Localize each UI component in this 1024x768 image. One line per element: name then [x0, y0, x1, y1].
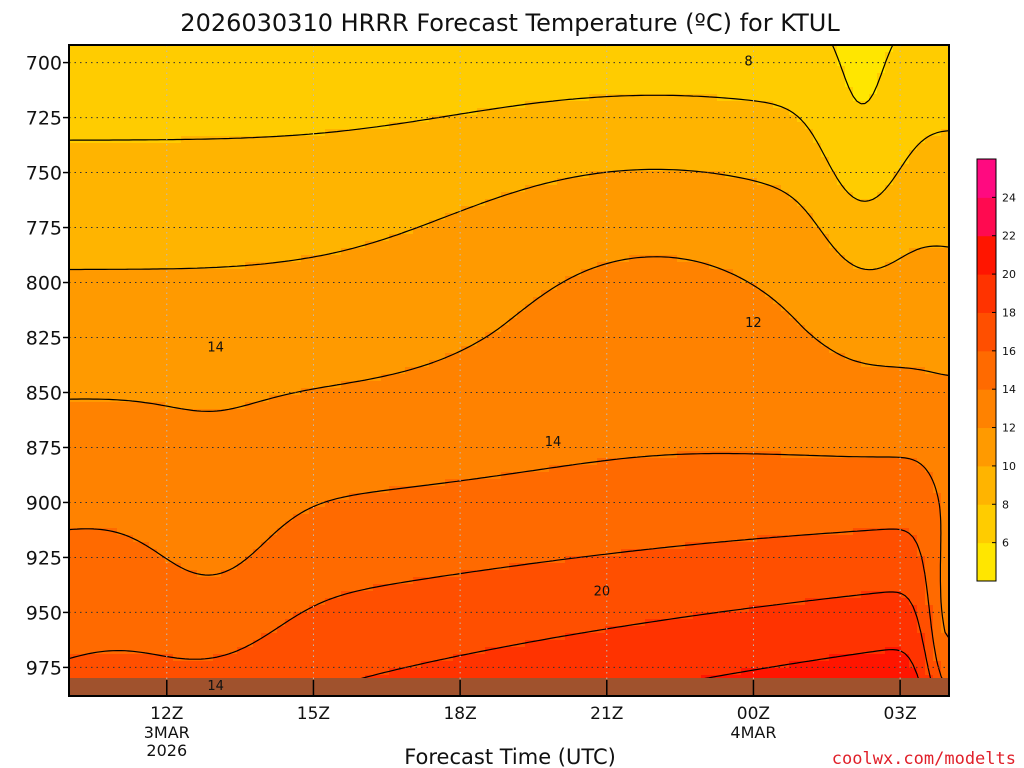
contour-label: 14	[207, 679, 224, 694]
x-tick-label: 12Z	[150, 704, 183, 724]
x-tick-year: 2026	[146, 741, 187, 760]
colorbar-label: 20	[1002, 268, 1016, 281]
colorbar-label: 6	[1002, 537, 1009, 550]
colorbar-swatch	[977, 197, 996, 237]
contour-line-12	[69, 256, 949, 412]
colorbar-swatch	[977, 159, 996, 198]
contour-label: 14	[207, 340, 224, 355]
y-tick-label: 950	[26, 602, 62, 624]
colorbar-swatch	[977, 465, 996, 505]
y-tick-label: 800	[26, 273, 62, 295]
x-tick-date: 4MAR	[730, 723, 776, 742]
colorbar-swatch	[977, 427, 996, 467]
x-tick-label: 03Z	[883, 704, 916, 724]
y-tick-label: 925	[26, 547, 62, 569]
contour-label: 12	[745, 316, 762, 331]
contour-line-18	[353, 591, 932, 680]
y-tick-label: 825	[26, 328, 62, 350]
colorbar-label: 24	[1002, 191, 1016, 204]
colorbar-label: 12	[1002, 422, 1016, 435]
temperature-fill	[69, 45, 949, 680]
colorbar-label: 18	[1002, 306, 1016, 319]
credit-text: coolwx.com/modelts	[832, 749, 1016, 768]
colorbar-swatch	[977, 274, 996, 313]
colorbar-label: 8	[1002, 498, 1009, 511]
plot-frame	[68, 44, 950, 697]
x-tick-date: 3MAR	[144, 723, 190, 742]
contour-label: 20	[594, 584, 611, 599]
colorbar-swatch	[977, 542, 996, 582]
colorbar-label: 22	[1002, 230, 1016, 243]
colorbar-swatch	[977, 504, 996, 544]
colorbar-swatch	[977, 389, 996, 429]
y-tick-label: 900	[26, 492, 62, 514]
contour-line-10	[69, 168, 949, 271]
y-tick-label: 725	[26, 108, 62, 130]
colorbar-frame	[976, 158, 997, 582]
plot-area: 8 12 14 14 14 20	[68, 44, 950, 697]
contour-label: 8	[744, 54, 752, 69]
y-tick-label: 850	[26, 382, 62, 404]
x-tick-label: 18Z	[443, 704, 476, 724]
x-tick-label: 00Z	[737, 704, 770, 724]
y-tick-label: 775	[26, 218, 62, 240]
contour-line-8	[69, 94, 949, 202]
colorbar-swatch	[977, 312, 996, 352]
colorbar-label: 10	[1002, 460, 1016, 473]
chart-title: 2026030310 HRRR Forecast Temperature (ºC…	[180, 9, 840, 37]
x-tick-label: 21Z	[590, 704, 623, 724]
contour-label: 14	[545, 435, 562, 450]
y-tick-label: 750	[26, 163, 62, 185]
colorbar-label: 14	[1002, 383, 1016, 396]
colorbar: 6 8 10 12 14 16 18 20 22 24	[976, 158, 1016, 582]
colorbar-swatch	[977, 235, 996, 275]
ground-surface	[69, 678, 949, 696]
x-axis-label: Forecast Time (UTC)	[404, 745, 616, 768]
colorbar-swatch	[977, 350, 996, 390]
contour-line-16	[69, 528, 944, 680]
y-tick-label: 975	[26, 657, 62, 679]
colorbar-label: 16	[1002, 345, 1016, 358]
y-axis: 700 725 750 775 800 825 850 875 900 925 950 975	[26, 53, 69, 679]
contour-line-20	[693, 649, 920, 680]
x-tick-label: 15Z	[297, 704, 330, 724]
y-tick-label: 875	[26, 437, 62, 459]
y-tick-label: 700	[26, 53, 62, 75]
contour-line-14	[69, 452, 949, 639]
